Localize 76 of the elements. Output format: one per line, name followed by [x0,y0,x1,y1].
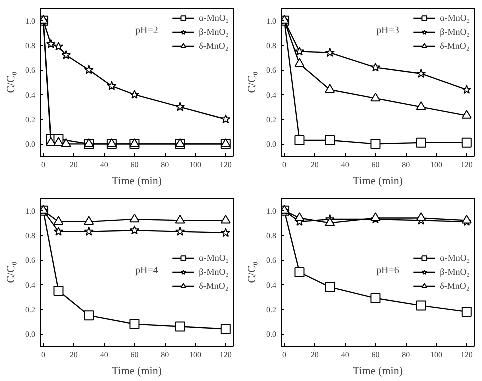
x-tick-label: 120 [220,350,232,360]
x-tick-label: 60 [130,350,139,360]
x-tick-label: 60 [130,160,139,170]
legend-label: δ-MnO₂ [440,40,470,52]
legend-label: α-MnO₂ [440,252,470,264]
y-tick-label: 0.6 [26,66,36,76]
y-tick-label: 0.0 [266,140,276,150]
x-tick-label: 120 [460,350,473,360]
annotation: pH=3 [376,26,400,36]
x-tick-label: 60 [372,160,380,170]
x-tick-label: 80 [161,160,170,170]
x-tick-label: 120 [220,160,232,170]
x-tick-label: 40 [341,160,350,170]
y-axis-title: C/C₀ [246,72,258,94]
y-tick-label: 0.8 [266,42,276,50]
y-tick-label: 1.0 [26,16,36,26]
y-tick-label: 0.4 [26,280,36,290]
y-tick-label: 0.8 [26,42,36,50]
x-tick-label: 80 [402,160,410,170]
y-tick-label: 1.0 [26,206,36,216]
x-axis-title: Time (min) [112,366,162,378]
x-tick-label: 20 [310,350,319,360]
legend-label: β-MnO₂ [440,266,470,278]
x-tick-label: 120 [460,160,473,170]
y-tick-label: 1.0 [266,16,276,26]
y-tick-label: 0.0 [26,140,36,150]
legend-label: β-MnO₂ [199,266,229,278]
x-tick-label: 20 [70,160,78,170]
x-tick-label: 0 [42,350,46,360]
y-axis-title: C/C₀ [246,262,258,284]
legend-label: β-MnO₂ [440,26,470,38]
y-tick-label: 0.4 [26,90,36,100]
legend-label: δ-MnO₂ [440,280,470,292]
x-tick-label: 100 [190,350,202,360]
x-tick-label: 80 [161,350,170,360]
y-tick-label: 0.8 [26,232,36,240]
x-axis-title: Time (min) [352,366,404,378]
y-tick-label: 0.2 [26,306,36,314]
x-tick-label: 40 [100,160,108,170]
x-tick-label: 40 [100,350,108,360]
x-tick-label: 80 [402,350,410,360]
x-tick-label: 100 [190,160,202,170]
legend-label: α-MnO₂ [440,12,470,24]
x-tick-label: 20 [310,160,319,170]
y-tick-label: 1.0 [266,206,276,216]
y-tick-label: 0.6 [266,256,276,266]
legend-label: δ-MnO₂ [199,280,229,292]
y-tick-label: 0.4 [266,280,276,290]
y-tick-label: 0.2 [26,116,36,124]
y-axis-title: C/C₀ [6,262,18,284]
x-axis-title: Time (min) [112,176,162,188]
annotation: pH=2 [136,26,158,36]
annotation: pH=6 [376,266,400,276]
y-tick-label: 0.2 [266,306,276,314]
y-tick-label: 0.2 [266,116,276,124]
legend-label: α-MnO₂ [199,12,229,24]
annotation: pH=4 [136,266,158,276]
legend-label: α-MnO₂ [199,252,229,264]
x-tick-label: 0 [282,350,287,360]
y-axis-title: C/C₀ [6,72,18,94]
y-tick-label: 0.8 [266,232,276,240]
x-tick-label: 100 [430,350,443,360]
y-tick-label: 0.6 [266,66,276,76]
x-tick-label: 60 [372,350,380,360]
y-tick-label: 0.6 [26,256,36,266]
y-tick-label: 0.0 [26,330,36,340]
legend-label: δ-MnO₂ [199,40,229,52]
y-tick-label: 0.0 [266,330,276,340]
x-tick-label: 0 [282,160,287,170]
x-tick-label: 40 [341,350,350,360]
x-tick-label: 100 [430,160,443,170]
x-tick-label: 20 [70,350,78,360]
x-axis-title: Time (min) [352,176,404,188]
y-tick-label: 0.4 [266,90,276,100]
legend-label: β-MnO₂ [199,26,229,38]
x-tick-label: 0 [42,160,46,170]
